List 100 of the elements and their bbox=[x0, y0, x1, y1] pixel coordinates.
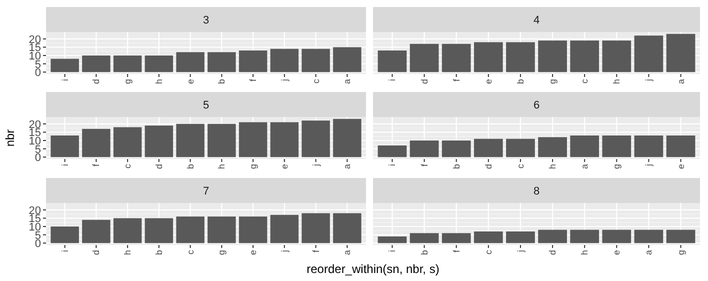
x-tick-label: b bbox=[185, 164, 196, 170]
bar bbox=[602, 136, 632, 158]
x-tick-label: f bbox=[451, 78, 462, 82]
bar bbox=[113, 55, 142, 72]
x-tick-label: c bbox=[185, 250, 196, 254]
bar bbox=[176, 216, 204, 244]
bar bbox=[378, 50, 407, 72]
bar bbox=[238, 122, 268, 158]
bar bbox=[302, 213, 330, 244]
bar bbox=[302, 120, 330, 158]
x-tick-label: c bbox=[122, 164, 133, 168]
bar bbox=[506, 231, 535, 244]
x-axis-title: reorder_within(sn, nbr, s) bbox=[306, 262, 440, 276]
x-tick-label: a bbox=[676, 79, 686, 84]
x-tick-label: b bbox=[154, 250, 164, 256]
x-tick-label: c bbox=[310, 78, 321, 84]
bar bbox=[50, 58, 79, 72]
bar bbox=[506, 138, 535, 158]
bar bbox=[144, 55, 174, 72]
x-tick-label: f bbox=[91, 164, 102, 167]
x-tick-label: d bbox=[419, 79, 430, 84]
bar bbox=[238, 216, 268, 244]
x-tick-label: f bbox=[248, 78, 258, 82]
bar bbox=[538, 40, 567, 72]
x-tick-label: a bbox=[342, 164, 352, 170]
bar bbox=[410, 44, 439, 72]
x-tick-label: h bbox=[612, 79, 622, 84]
x-tick-label: g bbox=[548, 79, 558, 84]
bar bbox=[238, 50, 268, 72]
x-tick-label: b bbox=[515, 79, 526, 84]
x-tick-label: h bbox=[154, 79, 164, 84]
x-tick-label: e bbox=[185, 79, 196, 84]
chart-title: 3 bbox=[202, 14, 210, 26]
bar bbox=[378, 145, 407, 158]
bar bbox=[208, 216, 236, 244]
bar bbox=[474, 138, 503, 158]
chart-title: 6 bbox=[533, 100, 540, 112]
x-tick-label: g bbox=[612, 164, 622, 170]
bar bbox=[270, 122, 299, 158]
x-tick-label: a bbox=[644, 250, 654, 256]
x-tick-label: b bbox=[216, 79, 227, 84]
bar bbox=[378, 236, 407, 244]
x-tick-label: d bbox=[483, 164, 494, 170]
x-tick-label: h bbox=[122, 250, 133, 256]
x-tick-label: a bbox=[342, 250, 352, 256]
bar bbox=[602, 40, 632, 72]
x-tick-label: d bbox=[154, 164, 164, 170]
bar bbox=[634, 136, 664, 158]
x-tick-label: i bbox=[387, 164, 398, 166]
chart-title: 4 bbox=[533, 14, 540, 26]
x-tick-label: i bbox=[387, 79, 398, 81]
bar bbox=[570, 40, 600, 72]
x-tick-label: i bbox=[60, 164, 70, 166]
x-tick-label: j bbox=[644, 164, 654, 167]
y-tick-label: 0 bbox=[34, 67, 41, 80]
bar bbox=[410, 140, 439, 158]
bar bbox=[666, 230, 696, 244]
bar bbox=[538, 137, 567, 158]
y-tick-label: 0 bbox=[34, 238, 41, 250]
bar bbox=[538, 230, 567, 244]
x-tick-label: b bbox=[419, 250, 430, 256]
bar bbox=[113, 127, 142, 158]
bar bbox=[82, 220, 110, 244]
bar bbox=[270, 48, 299, 72]
x-tick-label: i bbox=[60, 250, 70, 252]
chart-title: 7 bbox=[202, 186, 210, 198]
bar bbox=[333, 118, 362, 158]
x-tick-label: h bbox=[216, 164, 227, 170]
x-tick-label: e bbox=[248, 250, 258, 256]
x-tick-label: d bbox=[91, 250, 102, 256]
y-tick-label: 0 bbox=[34, 152, 41, 164]
bar bbox=[176, 124, 204, 158]
x-tick-label: g bbox=[122, 79, 133, 84]
bar bbox=[50, 226, 79, 244]
bar bbox=[270, 214, 299, 244]
bar bbox=[602, 230, 632, 244]
bar bbox=[144, 126, 174, 158]
x-tick-label: g bbox=[676, 250, 686, 256]
bar bbox=[442, 140, 471, 158]
x-tick-label: g bbox=[216, 250, 227, 256]
x-tick-label: a bbox=[580, 164, 590, 170]
x-tick-label: e bbox=[483, 79, 494, 84]
bar bbox=[442, 44, 471, 72]
x-tick-label: i bbox=[387, 250, 398, 252]
x-tick-label: f bbox=[451, 250, 462, 253]
x-tick-label: j bbox=[310, 164, 321, 167]
x-tick-label: f bbox=[419, 164, 430, 167]
bar bbox=[50, 136, 79, 158]
x-tick-label: c bbox=[483, 250, 494, 254]
bar bbox=[82, 55, 110, 72]
bar bbox=[474, 231, 503, 244]
bar bbox=[666, 136, 696, 158]
bar bbox=[634, 230, 664, 244]
x-tick-label: j bbox=[644, 79, 654, 82]
bar bbox=[113, 218, 142, 244]
bar bbox=[570, 230, 600, 244]
x-tick-label: g bbox=[248, 164, 258, 170]
x-tick-label: a bbox=[342, 79, 352, 84]
x-tick-label: e bbox=[279, 164, 290, 170]
x-tick-label: j bbox=[515, 250, 526, 253]
